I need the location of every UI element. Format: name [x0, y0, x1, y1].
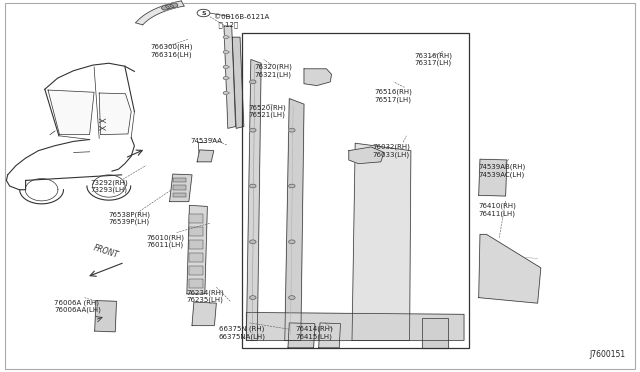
Text: 74539AB(RH)
74539AC(LH): 74539AB(RH) 74539AC(LH)	[479, 164, 526, 178]
Text: 76006A (RH)
76006AA(LH): 76006A (RH) 76006AA(LH)	[54, 299, 101, 314]
Polygon shape	[48, 90, 94, 135]
Text: 76520(RH)
76521(LH): 76520(RH) 76521(LH)	[248, 104, 286, 118]
Polygon shape	[479, 159, 507, 196]
Circle shape	[289, 184, 295, 188]
Text: 76316(RH)
76317(LH): 76316(RH) 76317(LH)	[415, 52, 452, 66]
Text: 766300(RH)
766316(LH): 766300(RH) 766316(LH)	[150, 44, 193, 58]
Bar	[189, 279, 203, 288]
Polygon shape	[246, 60, 261, 340]
Text: FRONT: FRONT	[92, 244, 119, 260]
Text: 74539AA: 74539AA	[191, 138, 223, 144]
Text: 76516(RH)
76517(LH): 76516(RH) 76517(LH)	[374, 89, 412, 103]
Polygon shape	[170, 174, 192, 202]
Polygon shape	[95, 301, 116, 332]
Bar	[189, 253, 203, 262]
Circle shape	[223, 77, 228, 80]
Polygon shape	[479, 234, 541, 303]
Bar	[189, 227, 203, 236]
Text: 76538P(RH)
76539P(LH): 76538P(RH) 76539P(LH)	[109, 211, 151, 225]
Polygon shape	[319, 323, 340, 348]
Polygon shape	[352, 143, 411, 340]
Circle shape	[166, 4, 173, 9]
Polygon shape	[197, 150, 214, 162]
Text: J7600151: J7600151	[590, 350, 626, 359]
Text: 76032(RH)
76033(LH): 76032(RH) 76033(LH)	[372, 144, 410, 158]
Polygon shape	[136, 1, 184, 25]
Circle shape	[250, 80, 256, 84]
Text: S: S	[201, 10, 206, 16]
Polygon shape	[285, 99, 304, 340]
Polygon shape	[187, 205, 207, 294]
Bar	[173, 185, 186, 190]
Bar	[242, 33, 469, 348]
Text: 76320(RH)
76321(LH): 76320(RH) 76321(LH)	[255, 64, 292, 78]
Bar	[189, 240, 203, 249]
Circle shape	[161, 6, 169, 10]
Circle shape	[223, 65, 228, 68]
Circle shape	[289, 240, 295, 244]
Circle shape	[223, 92, 228, 94]
Text: 76414(RH)
76415(LH): 76414(RH) 76415(LH)	[296, 326, 333, 340]
Polygon shape	[232, 37, 244, 128]
Text: ©0B16B-6121A
  （ 12）: ©0B16B-6121A （ 12）	[214, 14, 269, 28]
Text: 76410(RH)
76411(LH): 76410(RH) 76411(LH)	[479, 203, 516, 217]
Bar	[189, 266, 203, 275]
Polygon shape	[349, 147, 384, 164]
Bar	[173, 178, 186, 182]
Text: 76234(RH)
76235(LH): 76234(RH) 76235(LH)	[187, 289, 225, 304]
Bar	[173, 193, 186, 197]
Circle shape	[223, 36, 228, 39]
Polygon shape	[288, 323, 315, 348]
Polygon shape	[99, 93, 131, 135]
Circle shape	[250, 128, 256, 132]
Circle shape	[250, 184, 256, 188]
Bar	[189, 214, 203, 223]
Text: 66375N (RH)
66375NA(LH): 66375N (RH) 66375NA(LH)	[219, 326, 266, 340]
Polygon shape	[192, 302, 216, 326]
Text: 76010(RH)
76011(LH): 76010(RH) 76011(LH)	[146, 234, 184, 248]
Polygon shape	[224, 26, 236, 128]
Circle shape	[289, 296, 295, 299]
Circle shape	[223, 51, 228, 54]
Polygon shape	[304, 69, 332, 86]
Polygon shape	[246, 312, 464, 340]
Circle shape	[250, 240, 256, 244]
Circle shape	[250, 296, 256, 299]
Circle shape	[289, 128, 295, 132]
Circle shape	[170, 3, 178, 7]
Polygon shape	[422, 318, 448, 348]
Text: 73292(RH)
73293(LH): 73292(RH) 73293(LH)	[91, 179, 129, 193]
